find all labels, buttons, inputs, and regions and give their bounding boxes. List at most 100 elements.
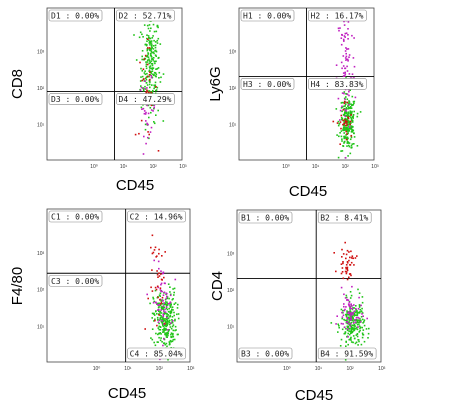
data-point-magenta (174, 278, 177, 281)
data-point-green (160, 312, 163, 314)
data-point-green (148, 48, 151, 50)
data-point-green (352, 341, 354, 344)
data-point-green (158, 71, 161, 74)
data-point-red (138, 132, 140, 135)
data-point-green (161, 316, 163, 319)
data-point-magenta (346, 93, 349, 96)
data-point-green (140, 85, 142, 87)
data-point-green (177, 303, 179, 306)
data-point-green (348, 318, 350, 321)
data-point-red (155, 86, 157, 88)
data-point-green (148, 42, 151, 44)
data-point-green (157, 327, 160, 329)
data-point-green (154, 46, 157, 49)
data-point-green (146, 24, 149, 27)
data-point-red (146, 63, 149, 66)
data-point-red (350, 274, 352, 277)
quadrant-label-B4: B4 : 91.59% (320, 350, 373, 359)
data-point-green (343, 137, 346, 139)
data-point-green (350, 116, 352, 119)
data-point-magenta (163, 291, 166, 294)
data-point-green (174, 318, 176, 321)
data-point-green (164, 328, 166, 330)
quadrant-label-box (48, 9, 103, 22)
plot-panel-3: C1 : 0.00% C2 : 14.96% C3 : 0.00% C4 : 85.0… (9, 208, 195, 402)
data-point-magenta (340, 322, 343, 325)
data-point-magenta (161, 320, 164, 322)
data-point-green (344, 105, 346, 107)
data-point-green (147, 104, 150, 107)
data-point-green (150, 60, 153, 62)
quadrant-label-H3: H3 : 0.00% (243, 80, 291, 89)
data-point-green (170, 333, 172, 336)
data-point-magenta (162, 271, 165, 274)
data-point-green (173, 311, 175, 314)
data-point-red (348, 276, 350, 279)
data-point-green (347, 129, 349, 132)
data-point-green (346, 126, 348, 129)
data-point-green (355, 327, 357, 330)
data-point-green (170, 332, 173, 334)
data-point-green (349, 111, 351, 114)
data-point-green (359, 327, 361, 330)
data-point-green (152, 104, 154, 106)
data-point-green (350, 126, 353, 129)
data-point-green (148, 62, 151, 65)
data-point-red (348, 259, 350, 262)
data-point-green (149, 44, 151, 46)
data-point-green (356, 310, 358, 312)
data-point-green (174, 325, 177, 328)
data-point-green (159, 326, 162, 328)
data-point-green (156, 303, 158, 305)
quadrant-label-D2: D2 : 52.71% (119, 12, 172, 21)
data-point-green (153, 341, 155, 344)
data-point-magenta (344, 308, 346, 311)
data-point-magenta (355, 307, 357, 310)
data-point-red (150, 246, 152, 249)
data-point-green (340, 338, 343, 341)
data-point-green (153, 60, 156, 63)
data-point-green (354, 337, 356, 340)
data-point-green (150, 72, 153, 74)
data-point-green (347, 107, 350, 110)
data-point-red (350, 135, 353, 137)
data-point-green (345, 111, 348, 114)
data-point-magenta (349, 325, 352, 328)
data-point-green (146, 34, 148, 36)
data-point-green (164, 324, 167, 326)
data-point-green (166, 336, 168, 338)
data-point-green (346, 98, 349, 100)
data-point-green (342, 145, 344, 147)
data-point-green (351, 110, 353, 113)
data-point-green (340, 118, 343, 121)
data-point-green (353, 319, 355, 321)
data-point-green (341, 317, 343, 320)
data-point-green (342, 309, 344, 312)
y-tick-label: 10² (227, 288, 235, 294)
data-point-green (145, 78, 148, 81)
data-point-magenta (146, 104, 149, 107)
data-point-magenta (145, 142, 147, 145)
data-point-green (157, 57, 160, 59)
x-tick-label: 10¹ (315, 366, 323, 372)
data-point-green (337, 323, 339, 326)
data-point-green (350, 294, 353, 297)
data-point-magenta (344, 32, 347, 35)
data-point-red (149, 71, 151, 74)
data-point-green (156, 86, 159, 89)
data-point-green (143, 24, 146, 26)
data-point-green (151, 70, 154, 72)
data-point-magenta (141, 108, 143, 110)
data-point-green (352, 129, 355, 132)
data-point-magenta (150, 75, 153, 77)
data-point-green (347, 106, 350, 109)
data-point-green (156, 42, 159, 44)
data-point-magenta (352, 57, 355, 59)
data-point-green (166, 315, 169, 318)
data-point-green (145, 65, 148, 67)
data-point-red (146, 75, 149, 78)
data-point-green (154, 49, 157, 52)
data-point-magenta (143, 112, 146, 115)
data-point-magenta (143, 87, 145, 90)
data-point-green (346, 325, 349, 328)
